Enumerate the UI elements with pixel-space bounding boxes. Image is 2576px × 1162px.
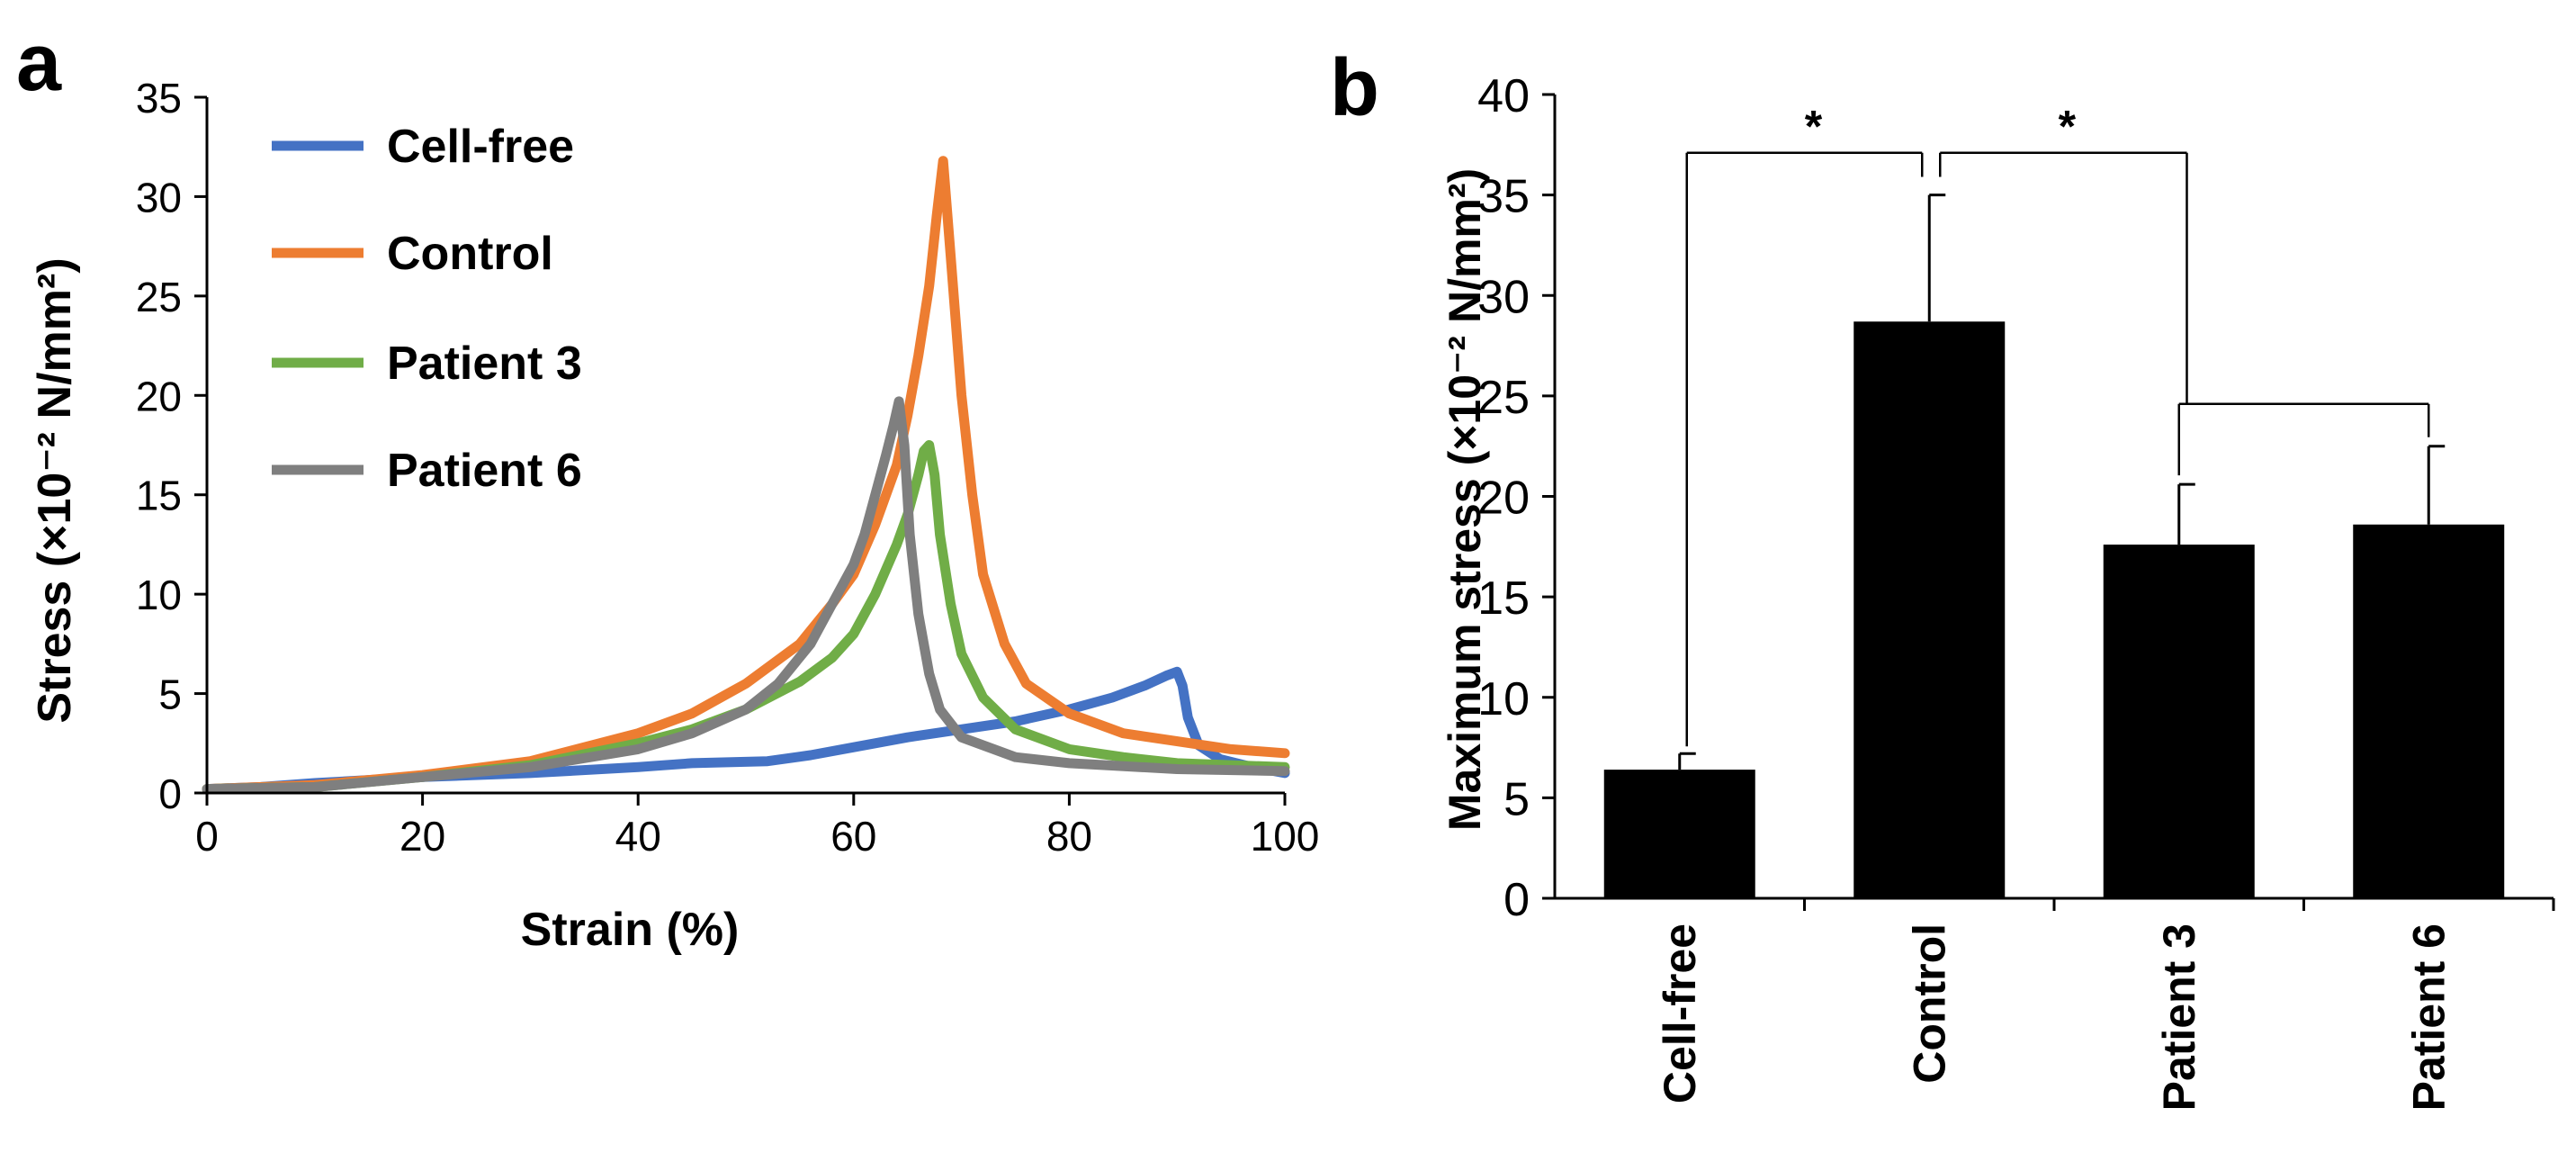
x-tick-label: Cell-free: [1655, 923, 1705, 1103]
bar-chart-panel: 0 5 10 15 20 25 30 35 40 Cell-free Control Patient…: [1440, 70, 2555, 1111]
y-tick-label: 5: [1503, 773, 1530, 825]
line-chart-panel: 0 5 10 15 20 25 30 35 0 20 40 60 80 100 Strain (%) S…: [29, 75, 1319, 956]
legend: Cell-free Control Patient 3 Patient 6: [272, 121, 582, 497]
y-axis-label: Maximum stress (×10⁻² N/mm²): [1440, 168, 1490, 831]
y-tick-label: 15: [1477, 572, 1530, 625]
y-tick-label: 25: [1477, 372, 1530, 424]
x-tick-label: Control: [1904, 923, 1954, 1084]
series-line-control: [202, 156, 1290, 795]
x-tick-label: 80: [1046, 813, 1092, 860]
bar-cell-free: [1603, 770, 1755, 898]
y-tick-label: 30: [1477, 271, 1530, 323]
bar-control: [1853, 321, 2006, 899]
y-tick-label: 0: [158, 770, 182, 817]
x-tick-label: 0: [195, 813, 219, 860]
y-axis-label: Stress (×10⁻² N/mm²): [29, 257, 81, 723]
significance-brackets: * *: [1685, 102, 2430, 747]
y-tick-label: 35: [1477, 171, 1530, 223]
significance-star: *: [2059, 102, 2077, 152]
x-tick-label: Patient 6: [2403, 923, 2454, 1111]
y-tick-label: 25: [136, 274, 182, 320]
x-tick-label: 60: [830, 813, 876, 860]
y-tick-label: 20: [136, 373, 182, 419]
legend-label: Cell-free: [387, 121, 574, 173]
y-tick-label: 10: [136, 572, 182, 618]
y-tick-label: 35: [136, 75, 182, 122]
y-tick-label: 40: [1477, 70, 1530, 122]
series-line-patient-3: [202, 440, 1290, 795]
x-tick-label: 20: [399, 813, 445, 860]
legend-label: Patient 3: [387, 338, 582, 390]
significance-star: *: [1805, 102, 1823, 152]
y-tick-label: 10: [1477, 673, 1530, 725]
y-tick-label: 30: [136, 174, 182, 221]
y-tick-label: 20: [1477, 473, 1530, 525]
bar-patient-6: [2353, 524, 2505, 898]
bar-patient-3: [2103, 545, 2255, 898]
x-tick-label: 100: [1251, 813, 1320, 860]
x-tick-label: Patient 3: [2154, 923, 2204, 1111]
y-tick-label: 5: [158, 671, 182, 718]
x-tick-label: 40: [615, 813, 661, 860]
legend-label: Control: [387, 228, 553, 280]
series-line-patient-6: [202, 396, 1290, 795]
legend-label: Patient 6: [387, 445, 582, 497]
panel-label-b: b: [1330, 43, 1379, 133]
x-axis-label: Strain (%): [521, 904, 740, 956]
y-tick-label: 15: [136, 473, 182, 519]
panel-label-a: a: [16, 18, 62, 108]
y-tick-label: 0: [1503, 874, 1530, 926]
